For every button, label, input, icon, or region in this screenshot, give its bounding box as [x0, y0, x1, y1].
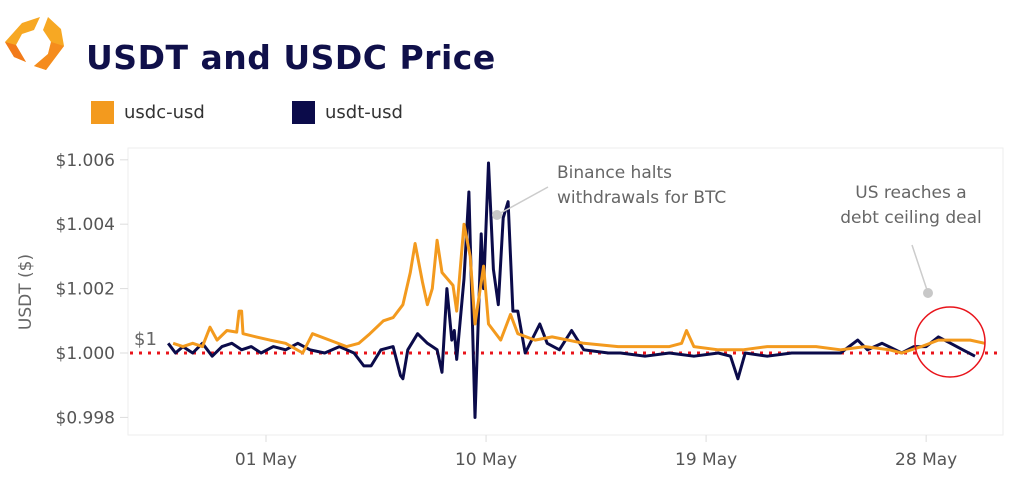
legend-label-usdt: usdt-usd [325, 102, 403, 123]
y-tick-label: $0.998 [56, 408, 115, 428]
annotation-leader-debt-ceiling [911, 244, 929, 294]
highlight-circle [914, 306, 986, 378]
y-tick-label: $1.006 [56, 151, 115, 171]
x-tick-label: 10 May [455, 450, 517, 470]
plot-area [127, 147, 1004, 436]
x-tick-label: 19 May [675, 450, 737, 470]
legend-item-usdt[interactable]: usdt-usd [292, 101, 403, 124]
y-axis-label: USDT ($) [16, 254, 36, 330]
annotation-marker-binance [492, 210, 502, 220]
x-tick-label: 01 May [235, 450, 297, 470]
chart-title: USDT and USDC Price [86, 38, 496, 77]
x-tick-label: 28 May [895, 450, 957, 470]
annotation-text-binance: Binance halts [557, 163, 672, 183]
reference-label: $1 [134, 329, 157, 350]
annotation-marker-debt-ceiling [923, 288, 933, 298]
annotation-text-debt-ceiling: US reaches a [855, 183, 966, 203]
y-tick-label: $1.004 [56, 215, 115, 235]
legend-item-usdc[interactable]: usdc-usd [91, 101, 205, 124]
y-tick-label: $1.000 [56, 344, 115, 364]
legend-label-usdc: usdc-usd [124, 102, 205, 123]
legend-swatch-usdc [91, 101, 114, 124]
series-line-usdt-usd [172, 222, 986, 355]
logo [5, 17, 64, 70]
annotation-leader-binance [496, 186, 549, 216]
series-line-usdc-usd [167, 161, 976, 419]
annotation-text-debt-ceiling: debt ceiling deal [840, 208, 981, 228]
legend-swatch-usdt [292, 101, 315, 124]
annotation-text-binance: withdrawals for BTC [557, 188, 726, 208]
y-tick-label: $1.002 [56, 280, 115, 300]
